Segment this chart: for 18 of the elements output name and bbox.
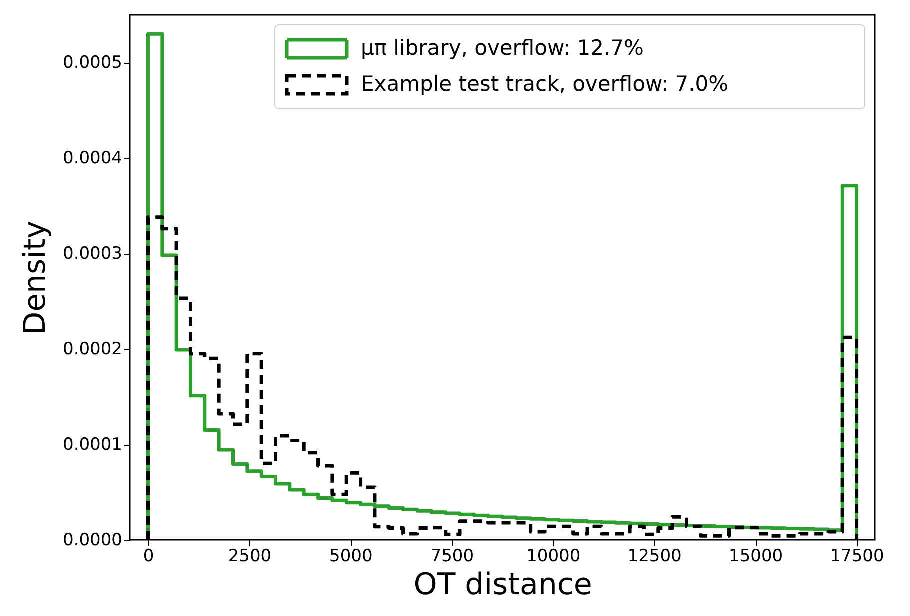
x-axis-title: OT distance (414, 568, 592, 602)
y-tick-label: 0.0002 (63, 340, 122, 360)
x-tick-label: 0 (143, 546, 154, 566)
y-tick-label: 0.0003 (63, 244, 122, 264)
y-tick-label: 0.0001 (63, 435, 122, 456)
y-tick-label: 0.0000 (63, 530, 122, 550)
x-tick-label: 7500 (430, 546, 474, 566)
legend-label: Example test track, overflow: 7.0% (361, 72, 729, 96)
y-tick-label: 0.0005 (63, 53, 122, 74)
x-tick-label: 17500 (830, 546, 884, 566)
x-tick-label: 10000 (526, 546, 581, 566)
legend-label: μπ library, overflow: 12.7% (361, 36, 644, 60)
x-tick-label: 2500 (228, 546, 272, 566)
x-tick-label: 12500 (628, 546, 682, 566)
x-tick-label: 15000 (729, 546, 784, 566)
x-tick-label: 5000 (330, 546, 373, 566)
y-tick-label: 0.0004 (63, 148, 122, 169)
y-axis-title: Density (18, 220, 54, 336)
